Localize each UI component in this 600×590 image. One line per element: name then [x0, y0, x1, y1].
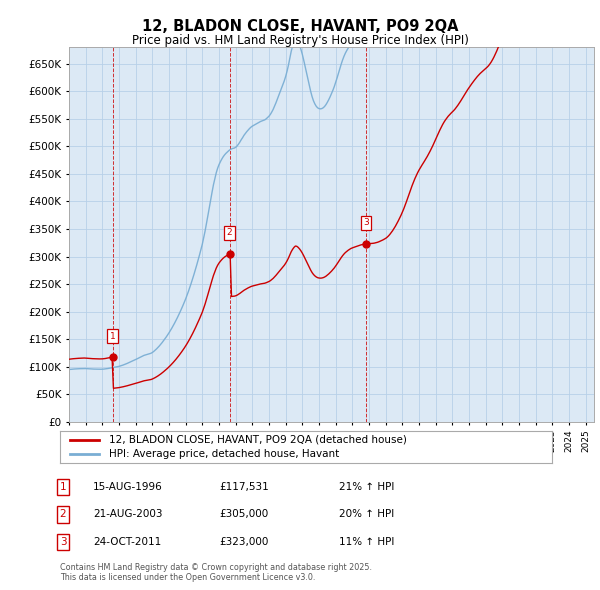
- Text: 3: 3: [59, 537, 67, 547]
- Text: 21-AUG-2003: 21-AUG-2003: [93, 510, 163, 519]
- Text: 21% ↑ HPI: 21% ↑ HPI: [339, 482, 394, 491]
- Text: HPI: Average price, detached house, Havant: HPI: Average price, detached house, Hava…: [109, 449, 340, 459]
- Text: 1: 1: [59, 482, 67, 491]
- Text: 20% ↑ HPI: 20% ↑ HPI: [339, 510, 394, 519]
- Text: 2: 2: [227, 228, 232, 237]
- Text: £323,000: £323,000: [219, 537, 268, 547]
- Text: 24-OCT-2011: 24-OCT-2011: [93, 537, 161, 547]
- Text: 12, BLADON CLOSE, HAVANT, PO9 2QA (detached house): 12, BLADON CLOSE, HAVANT, PO9 2QA (detac…: [109, 435, 407, 445]
- Text: 2: 2: [59, 510, 67, 519]
- Text: 12, BLADON CLOSE, HAVANT, PO9 2QA: 12, BLADON CLOSE, HAVANT, PO9 2QA: [142, 19, 458, 34]
- Text: 3: 3: [363, 218, 369, 227]
- Text: £117,531: £117,531: [219, 482, 269, 491]
- Text: Contains HM Land Registry data © Crown copyright and database right 2025.
This d: Contains HM Land Registry data © Crown c…: [60, 563, 372, 582]
- Text: £305,000: £305,000: [219, 510, 268, 519]
- Text: Price paid vs. HM Land Registry's House Price Index (HPI): Price paid vs. HM Land Registry's House …: [131, 34, 469, 47]
- Text: 11% ↑ HPI: 11% ↑ HPI: [339, 537, 394, 547]
- Text: 15-AUG-1996: 15-AUG-1996: [93, 482, 163, 491]
- Text: 1: 1: [110, 332, 115, 340]
